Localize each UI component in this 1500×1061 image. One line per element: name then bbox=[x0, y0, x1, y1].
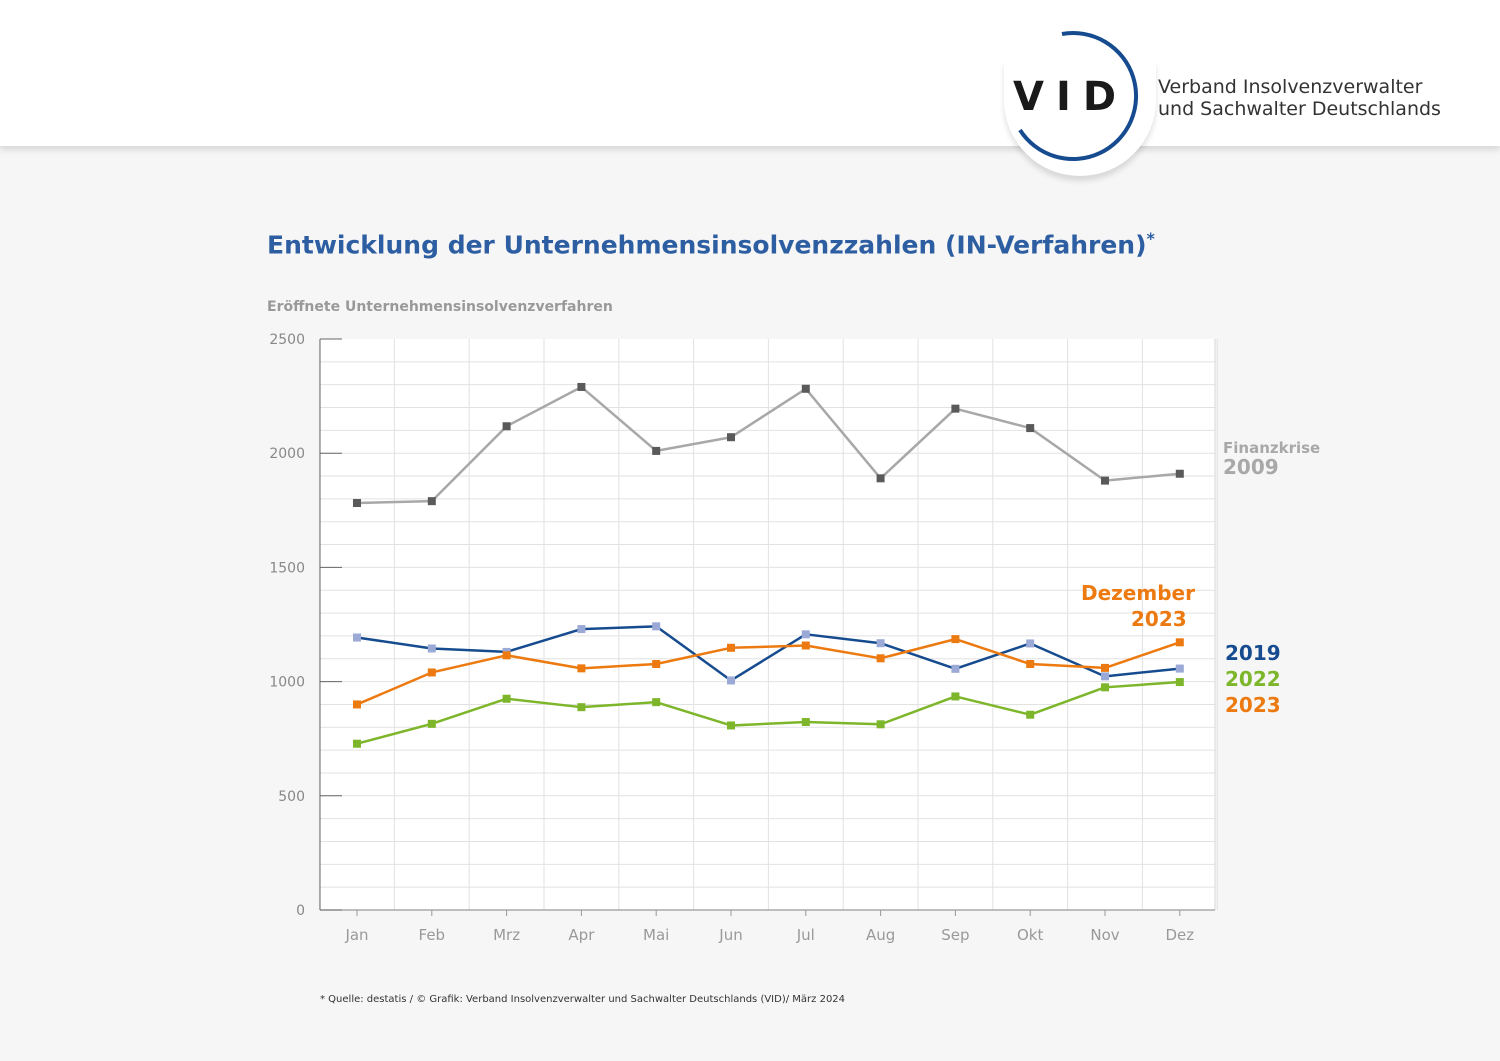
y-tick-label: 1500 bbox=[269, 560, 305, 576]
data-point-s2023 bbox=[1026, 660, 1035, 669]
data-point-s2009 bbox=[1175, 469, 1184, 478]
data-point-s2009 bbox=[876, 474, 885, 483]
label-dezember: Dezember bbox=[1081, 581, 1195, 605]
data-point-s2019 bbox=[801, 630, 810, 639]
org-name-line1: Verband Insolvenzverwalter bbox=[1158, 76, 1423, 98]
org-name-line2: und Sachwalter Deutschlands bbox=[1158, 98, 1441, 120]
y-tick-label: 2500 bbox=[269, 332, 305, 348]
y-tick-label: 500 bbox=[278, 789, 305, 805]
label-dezember-2023: 2023 bbox=[1131, 607, 1187, 631]
x-tick-label: Dez bbox=[1165, 926, 1194, 944]
x-tick-label: Aug bbox=[866, 926, 895, 944]
data-point-s2022 bbox=[801, 718, 810, 727]
data-point-s2023 bbox=[1101, 663, 1109, 672]
data-point-s2023 bbox=[652, 660, 661, 669]
data-point-s2023 bbox=[951, 635, 960, 644]
data-point-s2019 bbox=[951, 664, 960, 673]
x-tick-label: Apr bbox=[568, 926, 595, 944]
x-tick-label: Jun bbox=[718, 926, 742, 944]
data-point-s2009 bbox=[1101, 476, 1109, 485]
label-2019: 2019 bbox=[1225, 641, 1281, 665]
data-point-s2019 bbox=[876, 639, 885, 648]
data-point-s2009 bbox=[1026, 424, 1035, 433]
data-point-s2022 bbox=[1175, 678, 1184, 687]
data-point-s2019 bbox=[427, 644, 436, 653]
data-point-s2019 bbox=[577, 625, 586, 634]
data-point-s2022 bbox=[427, 719, 436, 728]
data-point-s2009 bbox=[951, 404, 960, 413]
x-tick-label: Nov bbox=[1090, 926, 1119, 944]
series-line-s2009 bbox=[356, 385, 1180, 505]
y-tick-label: 1000 bbox=[269, 675, 305, 691]
chart-title: Entwicklung der Unternehmensinsolvenzzah… bbox=[267, 229, 1155, 259]
data-point-s2022 bbox=[502, 694, 511, 703]
data-point-s2023 bbox=[577, 664, 586, 673]
chart-title-text: Entwicklung der Unternehmensinsolvenzzah… bbox=[267, 230, 1147, 260]
data-point-s2009 bbox=[502, 422, 511, 431]
series-line-s2019 bbox=[356, 625, 1180, 682]
header-bar bbox=[0, 0, 1500, 146]
x-tick-label: Feb bbox=[419, 926, 446, 944]
data-point-s2022 bbox=[951, 692, 960, 701]
data-point-s2009 bbox=[577, 382, 586, 391]
label-finanzkrise: Finanzkrise bbox=[1223, 439, 1321, 457]
data-point-s2019 bbox=[353, 633, 361, 642]
x-tick-label: Okt bbox=[1017, 926, 1043, 944]
data-point-s2019 bbox=[652, 622, 661, 631]
data-point-s2022 bbox=[727, 721, 735, 730]
series-line-s2023 bbox=[356, 637, 1181, 706]
x-tick-label: Jul bbox=[796, 926, 815, 944]
data-point-s2009 bbox=[353, 498, 361, 507]
data-point-s2009 bbox=[801, 384, 810, 393]
data-point-s2023 bbox=[502, 651, 511, 660]
data-point-s2023 bbox=[727, 643, 735, 652]
data-point-s2009 bbox=[652, 446, 661, 455]
org-name: Verband Insolvenzverwalter und Sachwalte… bbox=[1158, 76, 1441, 120]
data-point-s2022 bbox=[652, 698, 661, 707]
chart-title-mark: * bbox=[1146, 229, 1155, 248]
data-point-s2023 bbox=[353, 700, 361, 709]
data-point-s2023 bbox=[801, 641, 810, 650]
data-point-s2022 bbox=[1026, 710, 1035, 719]
data-point-s2023 bbox=[876, 654, 885, 663]
label-2023: 2023 bbox=[1225, 693, 1281, 717]
data-point-s2019 bbox=[727, 676, 735, 685]
data-point-s2019 bbox=[1101, 672, 1109, 681]
series-line-s2022 bbox=[356, 680, 1180, 745]
y-tick-label: 0 bbox=[296, 903, 305, 919]
x-tick-label: Sep bbox=[941, 926, 969, 944]
data-point-s2022 bbox=[353, 739, 361, 748]
data-point-s2023 bbox=[427, 668, 436, 677]
plot-area bbox=[320, 339, 1215, 910]
logo-text: VID bbox=[1013, 74, 1129, 120]
data-point-s2019 bbox=[1026, 639, 1035, 648]
data-point-s2022 bbox=[577, 703, 586, 712]
label-2009: 2009 bbox=[1223, 455, 1279, 479]
data-point-s2009 bbox=[727, 433, 735, 442]
x-tick-label: Mrz bbox=[493, 926, 520, 944]
data-point-s2022 bbox=[876, 720, 885, 729]
data-point-s2009 bbox=[427, 497, 436, 506]
logo-ring-icon bbox=[1018, 31, 1139, 161]
label-2022: 2022 bbox=[1225, 667, 1281, 691]
data-point-s2022 bbox=[1101, 683, 1109, 692]
footnote: * Quelle: destatis / © Grafik: Verband I… bbox=[320, 994, 846, 1005]
data-point-s2019 bbox=[1175, 664, 1184, 673]
y-axis-label: Eröffnete Unternehmensinsolvenzverfahren bbox=[267, 299, 613, 315]
x-tick-label: Jan bbox=[344, 926, 368, 944]
y-tick-label: 2000 bbox=[269, 446, 305, 462]
x-tick-label: Mai bbox=[643, 926, 669, 944]
data-point-s2023 bbox=[1175, 638, 1184, 647]
